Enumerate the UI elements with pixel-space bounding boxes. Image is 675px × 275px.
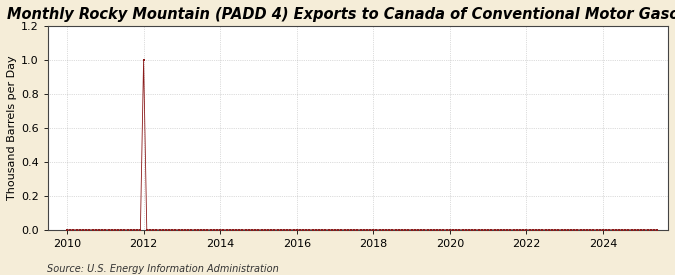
Title: Monthly Rocky Mountain (PADD 4) Exports to Canada of Conventional Motor Gasoline: Monthly Rocky Mountain (PADD 4) Exports …: [7, 7, 675, 22]
Y-axis label: Thousand Barrels per Day: Thousand Barrels per Day: [7, 56, 17, 200]
Text: Source: U.S. Energy Information Administration: Source: U.S. Energy Information Administ…: [47, 264, 279, 274]
